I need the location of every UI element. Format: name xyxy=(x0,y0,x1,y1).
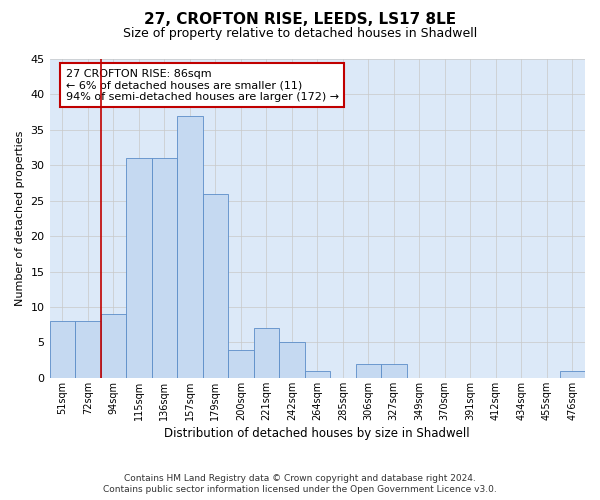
Bar xyxy=(177,116,203,378)
Bar xyxy=(356,364,381,378)
Bar xyxy=(101,314,126,378)
Text: Size of property relative to detached houses in Shadwell: Size of property relative to detached ho… xyxy=(123,28,477,40)
Text: 27, CROFTON RISE, LEEDS, LS17 8LE: 27, CROFTON RISE, LEEDS, LS17 8LE xyxy=(144,12,456,28)
Bar xyxy=(279,342,305,378)
Bar xyxy=(381,364,407,378)
Text: 27 CROFTON RISE: 86sqm
← 6% of detached houses are smaller (11)
94% of semi-deta: 27 CROFTON RISE: 86sqm ← 6% of detached … xyxy=(65,68,339,102)
Y-axis label: Number of detached properties: Number of detached properties xyxy=(15,131,25,306)
Bar xyxy=(228,350,254,378)
Bar xyxy=(50,321,75,378)
Text: Contains HM Land Registry data © Crown copyright and database right 2024.
Contai: Contains HM Land Registry data © Crown c… xyxy=(103,474,497,494)
Bar xyxy=(126,158,152,378)
Bar xyxy=(560,371,585,378)
Bar xyxy=(203,194,228,378)
X-axis label: Distribution of detached houses by size in Shadwell: Distribution of detached houses by size … xyxy=(164,427,470,440)
Bar xyxy=(152,158,177,378)
Bar xyxy=(75,321,101,378)
Bar xyxy=(305,371,330,378)
Bar xyxy=(254,328,279,378)
